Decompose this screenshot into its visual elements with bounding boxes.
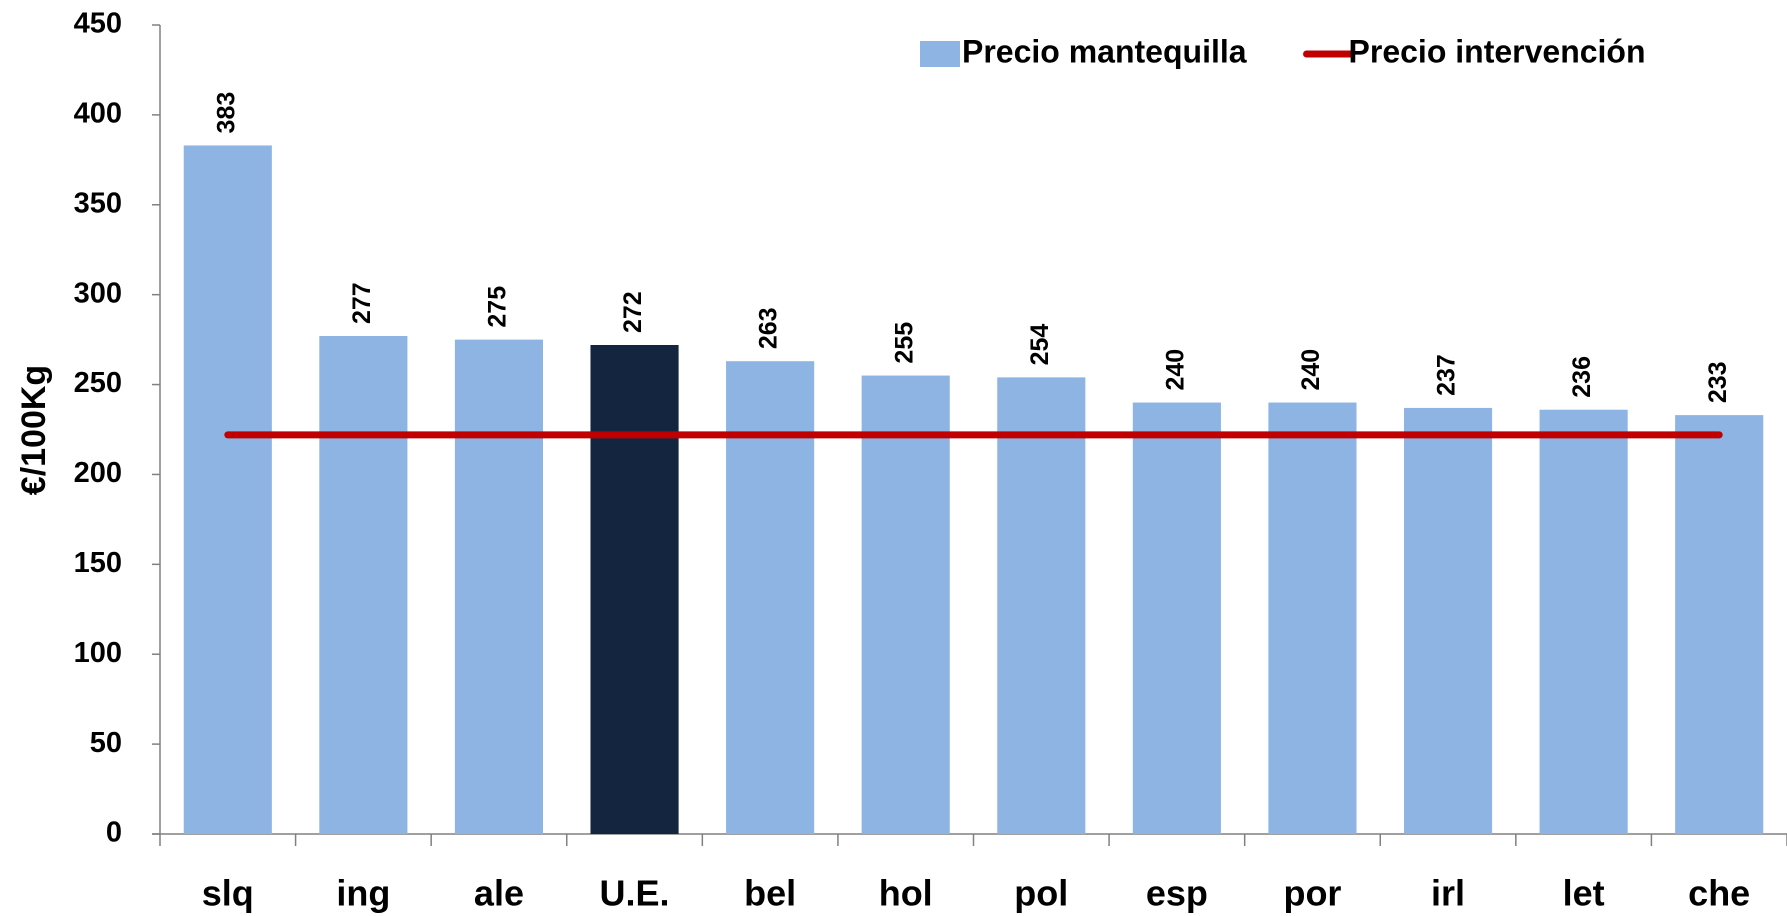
y-tick-label: 0 <box>106 817 122 849</box>
y-tick-label: 200 <box>74 457 122 489</box>
bar <box>183 145 272 834</box>
value-label: 255 <box>890 322 918 364</box>
legend-label: Precio intervención <box>1349 33 1646 69</box>
y-tick-label: 450 <box>74 8 122 40</box>
legend-label: Precio mantequilla <box>962 33 1247 69</box>
y-tick-label: 100 <box>74 637 122 669</box>
bar <box>590 345 679 834</box>
x-tick-label: por <box>1283 873 1341 914</box>
value-label: 272 <box>619 291 647 333</box>
y-tick-label: 150 <box>74 547 122 579</box>
x-tick-label: irl <box>1431 873 1465 914</box>
bar <box>861 375 950 834</box>
y-tick-label: 300 <box>74 277 122 309</box>
value-label: 263 <box>755 307 783 349</box>
bar <box>1132 402 1221 834</box>
bar <box>1403 407 1493 834</box>
value-label: 275 <box>484 286 512 328</box>
y-tick-label: 50 <box>90 727 122 759</box>
bar <box>1268 402 1357 834</box>
bar <box>1675 415 1764 834</box>
bar <box>319 336 408 834</box>
value-label: 277 <box>348 282 376 324</box>
x-tick-label: che <box>1688 873 1750 914</box>
x-tick-label: hol <box>879 873 933 914</box>
bar <box>1539 409 1628 834</box>
value-label: 254 <box>1026 324 1054 366</box>
value-label: 237 <box>1433 354 1461 396</box>
x-tick-label: bel <box>744 873 796 914</box>
value-label: 236 <box>1568 356 1596 398</box>
bar <box>454 339 544 834</box>
bar <box>726 361 815 834</box>
x-tick-label: esp <box>1146 873 1208 914</box>
value-label: 240 <box>1297 349 1325 391</box>
legend-swatch <box>920 41 960 67</box>
x-tick-label: U.E. <box>600 873 670 914</box>
value-label: 233 <box>1704 361 1732 403</box>
value-label: 240 <box>1161 349 1189 391</box>
x-tick-label: pol <box>1014 873 1068 914</box>
x-tick-label: ale <box>474 873 524 914</box>
x-tick-label: ing <box>336 873 390 914</box>
y-tick-label: 400 <box>74 98 122 130</box>
x-tick-label: let <box>1563 873 1605 914</box>
value-label: 383 <box>212 92 240 134</box>
y-tick-label: 350 <box>74 187 122 219</box>
y-tick-label: 250 <box>74 367 122 399</box>
x-tick-label: slq <box>202 873 254 914</box>
y-axis-title: €/100Kg <box>15 365 53 495</box>
bar <box>997 377 1086 834</box>
